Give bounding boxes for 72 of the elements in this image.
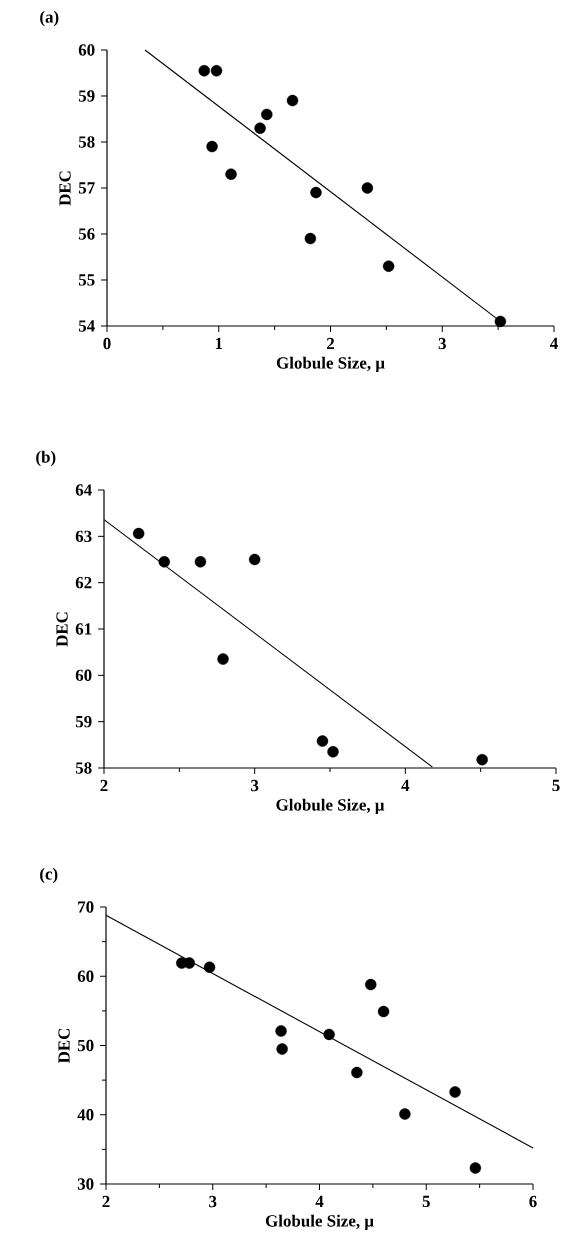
point [194, 556, 207, 568]
x-tick-label: 3 [438, 337, 446, 350]
y-tick-label: 58 [78, 136, 95, 148]
point [248, 553, 261, 566]
chart-title: (c) [40, 867, 58, 884]
y-tick-label: 55 [78, 274, 95, 286]
point [310, 186, 322, 199]
x-tick-label: 4 [315, 1195, 324, 1207]
y-tick-label: 61 [75, 623, 92, 635]
point [327, 746, 339, 758]
y-tick-label: 70 [78, 901, 94, 913]
y-tick-label: 57 [78, 182, 95, 194]
x-tick-label: 3 [251, 779, 259, 792]
chart-title: (b) [36, 450, 56, 467]
x-tick-label: 4 [550, 337, 558, 349]
x-tick-label: 3 [209, 1195, 217, 1208]
point [286, 94, 299, 107]
point [275, 1025, 287, 1037]
y-tick-label: 59 [78, 90, 95, 102]
point [217, 653, 229, 665]
y-tick-label: 60 [75, 669, 92, 682]
x-axis-title: Globule Size, μ [276, 798, 385, 815]
point [469, 1162, 482, 1174]
y-tick-label: 60 [77, 970, 94, 982]
point [316, 735, 329, 747]
point [476, 753, 488, 766]
x-tick-label: 4 [401, 779, 410, 791]
x-tick-label: 5 [552, 779, 560, 792]
y-tick-label: 63 [75, 530, 92, 543]
x-tick-label: 2 [326, 337, 334, 350]
x-tick-label: 5 [422, 1195, 430, 1208]
point [276, 1043, 288, 1055]
y-axis-title: DEC [58, 1028, 70, 1064]
x-tick-label: 1 [215, 337, 223, 350]
point [351, 1066, 363, 1079]
point [261, 108, 273, 121]
point [210, 64, 223, 77]
point [254, 122, 266, 134]
point [158, 556, 170, 568]
point [365, 978, 377, 991]
point [382, 260, 395, 272]
x-tick-label: 2 [100, 779, 108, 792]
y-tick-label: 50 [77, 1039, 94, 1052]
point [399, 1108, 411, 1120]
x-tick-label: 0 [103, 337, 111, 350]
y-tick-label: 54 [78, 320, 95, 332]
point [377, 1005, 390, 1018]
x-axis-title: Globule Size, μ [265, 1214, 374, 1231]
y-tick-label: 58 [75, 762, 92, 774]
point [203, 961, 216, 973]
point [132, 527, 145, 540]
y-tick-label: 56 [78, 228, 95, 240]
y-tick-label: 64 [75, 484, 92, 496]
point [206, 140, 218, 153]
y-tick-label: 59 [75, 715, 92, 728]
point [198, 64, 210, 77]
y-tick-label: 60 [78, 44, 95, 56]
x-tick-label: 2 [102, 1195, 110, 1208]
point [494, 315, 507, 328]
point [449, 1086, 461, 1098]
chart-title: (a) [40, 10, 59, 27]
y-tick-label: 30 [77, 1178, 94, 1190]
x-tick-label: 6 [529, 1195, 537, 1208]
x-axis-title: Globule Size, μ [276, 356, 385, 373]
point [225, 168, 237, 180]
point [323, 1028, 335, 1041]
point [304, 232, 317, 245]
y-tick-label: 62 [75, 576, 92, 589]
y-tick-label: 40 [77, 1109, 94, 1121]
y-axis-title: DEC [59, 171, 71, 206]
point [361, 182, 374, 194]
y-axis-title: DEC [56, 612, 68, 647]
